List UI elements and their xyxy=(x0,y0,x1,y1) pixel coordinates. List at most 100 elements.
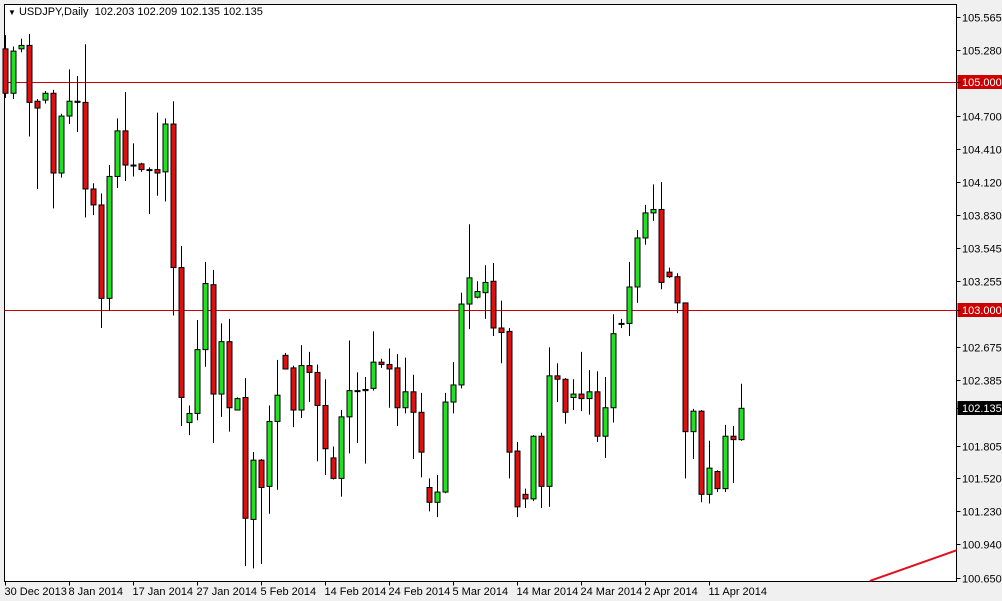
bull-candle-body xyxy=(586,391,593,400)
bear-candle-body xyxy=(322,404,329,450)
bull-candle-body xyxy=(338,416,345,479)
candle xyxy=(42,90,49,104)
candle xyxy=(602,376,609,458)
bull-candle-body xyxy=(10,50,17,94)
bear-candle-body xyxy=(730,435,737,441)
candle xyxy=(170,101,177,316)
bear-candle-body xyxy=(330,457,337,479)
x-tick-label: 5 Feb 2014 xyxy=(261,586,317,598)
candle xyxy=(714,470,721,493)
candle xyxy=(146,167,153,215)
candle xyxy=(162,118,169,202)
y-tick-label: 104.700 xyxy=(962,112,1002,124)
bear-candle-body xyxy=(426,486,433,503)
candle xyxy=(362,376,369,464)
x-tick-label: 11 Apr 2014 xyxy=(709,586,768,598)
bull-candle-body xyxy=(626,286,633,324)
bull-candle-body xyxy=(146,169,153,172)
bull-candle-body xyxy=(18,44,25,50)
bull-candle-body xyxy=(130,164,137,167)
hline-price-label: 105.000 xyxy=(962,77,1002,89)
candle xyxy=(586,370,593,415)
bull-candle-body xyxy=(162,123,169,173)
bear-candle-body xyxy=(562,378,569,413)
candle xyxy=(570,379,577,411)
y-tick-label: 105.565 xyxy=(962,13,1002,25)
bull-candle-body xyxy=(690,410,697,433)
bull-candle-body xyxy=(370,361,377,389)
candle xyxy=(186,405,193,436)
bull-candle-body xyxy=(42,92,49,101)
triangle-down-icon[interactable]: ▼ xyxy=(8,8,16,17)
candle xyxy=(690,408,697,460)
bull-candle-body xyxy=(234,398,241,411)
candle xyxy=(594,371,601,442)
candle xyxy=(434,474,441,518)
bull-candle-body xyxy=(602,407,609,437)
candle xyxy=(250,452,257,569)
candle xyxy=(282,353,289,370)
candle xyxy=(682,302,689,479)
bear-candle-body xyxy=(498,327,505,334)
candle xyxy=(578,351,585,412)
candle xyxy=(394,354,401,426)
candle xyxy=(490,263,497,336)
ohlc-readout: 102.203 102.209 102.135 102.135 xyxy=(94,6,263,18)
bull-candle-body xyxy=(298,365,305,411)
bull-candle-body xyxy=(722,435,729,490)
bull-candle-body xyxy=(194,349,201,414)
candle xyxy=(314,364,321,462)
candle xyxy=(138,162,145,172)
bull-candle-body xyxy=(458,303,465,386)
bull-candle-body xyxy=(66,100,73,117)
candle xyxy=(306,351,313,403)
bear-candle-body xyxy=(306,365,313,373)
candle xyxy=(90,183,97,216)
hline-price-label-box xyxy=(957,303,1002,317)
chart-header: ▼ USDJPY,Daily 102.203 102.209 102.135 1… xyxy=(8,6,263,18)
candle xyxy=(218,323,225,417)
bear-candle-body xyxy=(82,101,89,190)
bull-candle-body xyxy=(362,389,369,392)
bear-candle-body xyxy=(26,44,33,103)
x-tick-label: 8 Jan 2014 xyxy=(69,586,123,598)
candle xyxy=(426,478,433,512)
bear-candle-body xyxy=(210,284,217,395)
bull-candle-body xyxy=(442,401,449,493)
current-price-label-box xyxy=(957,401,1002,415)
y-tick-label: 103.830 xyxy=(962,211,1002,223)
candle xyxy=(258,459,265,564)
trendline[interactable] xyxy=(869,549,957,582)
bull-candle-body xyxy=(202,283,209,351)
candle xyxy=(2,35,9,98)
candle xyxy=(722,424,729,493)
candle xyxy=(122,92,129,181)
bull-candle-body xyxy=(434,491,441,503)
bull-candle-body xyxy=(618,322,625,325)
x-tick-label: 24 Mar 2014 xyxy=(581,586,643,598)
y-tick-label: 102.385 xyxy=(962,376,1002,388)
y-tick-label: 100.940 xyxy=(962,540,1002,552)
candle xyxy=(274,359,281,490)
bear-candle-body xyxy=(410,391,417,413)
hline-price-label-box xyxy=(957,75,1002,89)
bear-candle-body xyxy=(50,92,57,174)
y-tick-label: 105.280 xyxy=(962,46,1002,58)
candle xyxy=(530,435,537,502)
candle xyxy=(82,44,89,218)
x-tick-label: 30 Dec 2013 xyxy=(5,586,67,598)
bear-candle-body xyxy=(522,493,529,500)
candle xyxy=(338,410,345,497)
x-tick-label: 24 Feb 2014 xyxy=(389,586,451,598)
x-tick-label: 5 Mar 2014 xyxy=(453,586,509,598)
bear-candle-body xyxy=(418,411,425,453)
candle xyxy=(474,281,481,299)
bull-candle-body xyxy=(58,115,65,174)
candle xyxy=(730,425,737,483)
y-tick-label: 103.545 xyxy=(962,244,1002,256)
candle xyxy=(242,378,249,567)
candle xyxy=(386,348,393,408)
bull-candle-body xyxy=(402,391,409,409)
bull-candle-body xyxy=(634,237,641,288)
